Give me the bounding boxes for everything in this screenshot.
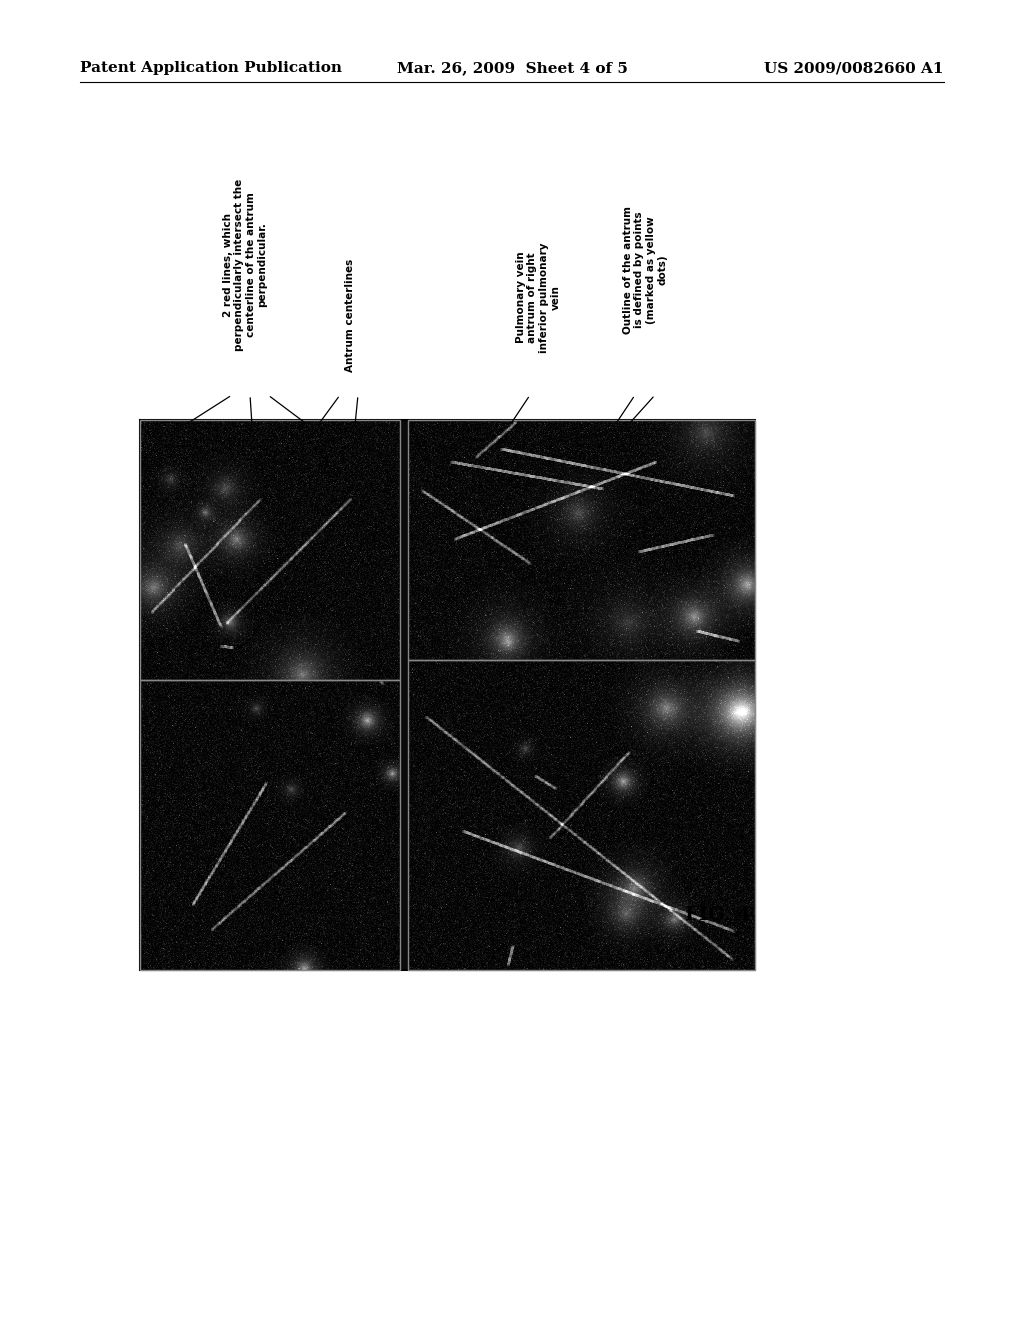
- Text: Pulmonary vein
antrum of right
inferior pulmonary
vein: Pulmonary vein antrum of right inferior …: [516, 243, 560, 352]
- Bar: [140, 680, 400, 970]
- Bar: [140, 420, 755, 970]
- Bar: [140, 420, 400, 680]
- Text: Patent Application Publication: Patent Application Publication: [80, 61, 342, 75]
- Text: 2 red lines, which
perpendicularly intersect the
centerline of the antrum
perpen: 2 red lines, which perpendicularly inter…: [222, 180, 267, 351]
- Text: FIG. 4: FIG. 4: [685, 906, 751, 924]
- Bar: [408, 420, 755, 660]
- Text: Outline of the antrum
is defined by points
(marked as yellow
dots): Outline of the antrum is defined by poin…: [623, 206, 668, 334]
- Text: Antrum centerlines: Antrum centerlines: [345, 259, 355, 372]
- Bar: [408, 660, 755, 970]
- Text: Mar. 26, 2009  Sheet 4 of 5: Mar. 26, 2009 Sheet 4 of 5: [396, 61, 628, 75]
- Text: US 2009/0082660 A1: US 2009/0082660 A1: [765, 61, 944, 75]
